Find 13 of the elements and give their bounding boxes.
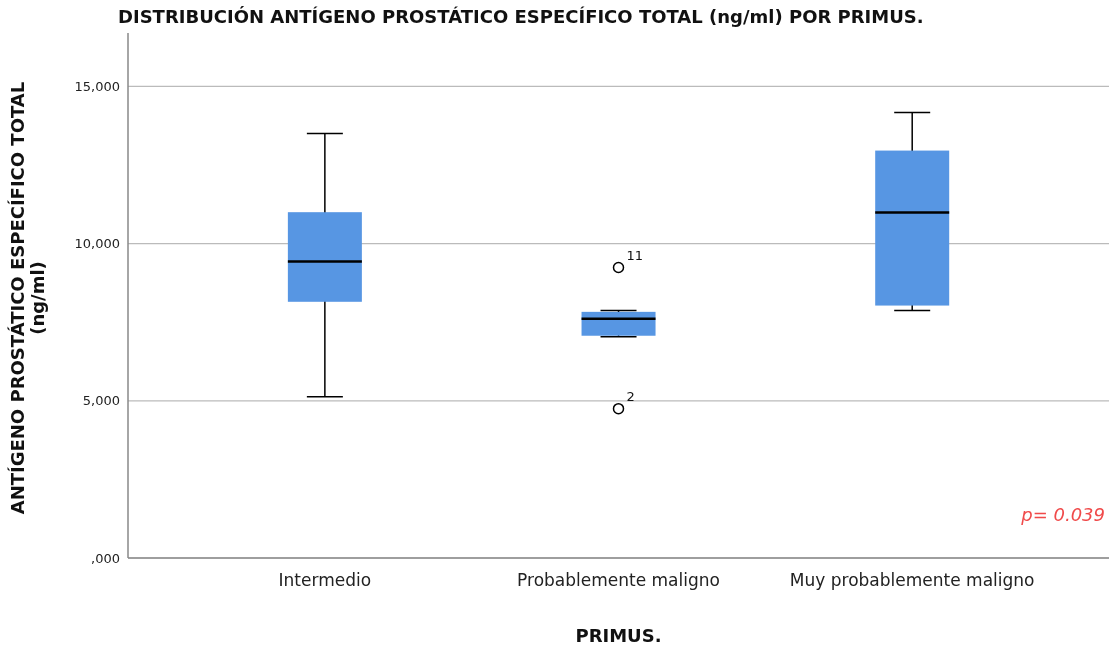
x-axis-title: PRIMUS.	[574, 625, 663, 646]
annotation: 2	[626, 388, 635, 404]
x-tick-label: Intermedio	[278, 570, 372, 591]
y-tick-label: 15,000	[74, 79, 120, 95]
y-tick-label: 10,000	[74, 236, 120, 252]
annotation: p= 0.039	[1021, 504, 1105, 525]
x-tick-label: Probablemente maligno	[517, 570, 720, 591]
y-tick-label: 5,000	[82, 393, 120, 409]
annotation: 11	[626, 247, 644, 263]
chart-title: DISTRIBUCIÓN ANTÍGENO PROSTÁTICO ESPECÍFICO TOTAL (ng/ml) POR PRIMUS.	[118, 6, 924, 27]
y-axis-title: ANTÍGENO PROSTÁTICO ESPECÍFICO TOTAL (ng/ml)	[6, 80, 49, 517]
y-tick-label: ,000	[91, 550, 120, 566]
x-tick-label: Muy probablemente maligno	[789, 570, 1035, 591]
